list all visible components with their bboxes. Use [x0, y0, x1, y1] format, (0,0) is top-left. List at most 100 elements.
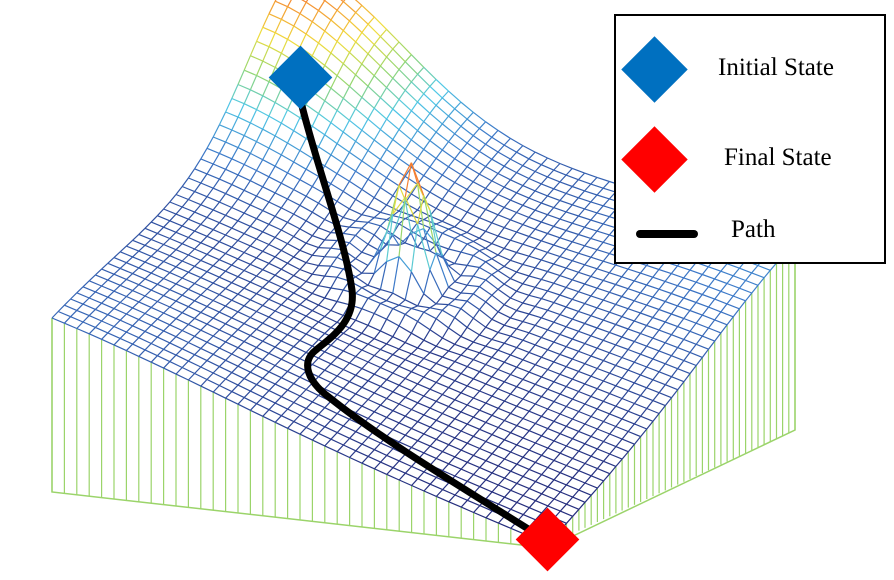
- mesh-segment: [565, 174, 579, 181]
- mesh-segment: [206, 216, 220, 224]
- mesh-segment: [262, 340, 276, 348]
- mesh-segment: [262, 352, 270, 361]
- mesh-segment: [547, 479, 555, 488]
- mesh-segment: [565, 248, 579, 254]
- mesh-segment: [367, 273, 375, 286]
- mesh-segment: [609, 453, 623, 460]
- mesh-segment: [529, 488, 542, 495]
- mesh-segment: [671, 368, 679, 378]
- mesh-segment: [318, 285, 332, 289]
- mesh-segment: [200, 217, 208, 225]
- mesh-segment: [547, 282, 555, 292]
- mesh-segment: [405, 434, 418, 442]
- mesh-segment: [311, 10, 320, 22]
- mesh-segment: [237, 147, 251, 154]
- mesh-segment: [417, 93, 425, 103]
- mesh-segment: [466, 300, 480, 311]
- mesh-segment: [324, 265, 332, 277]
- mesh-segment: [603, 299, 616, 305]
- mesh-segment: [219, 152, 233, 160]
- mesh-segment: [584, 264, 598, 270]
- mesh-segment: [225, 372, 233, 380]
- mesh-segment: [528, 324, 536, 334]
- mesh-segment: [510, 393, 524, 400]
- mesh-segment: [435, 220, 443, 225]
- mesh-segment: [652, 309, 660, 318]
- mesh-segment: [250, 122, 263, 130]
- mesh-segment: [466, 474, 474, 482]
- mesh-segment: [125, 256, 134, 264]
- mesh-segment: [256, 141, 270, 149]
- mesh-segment: [299, 389, 307, 397]
- mesh-segment: [404, 202, 418, 211]
- mesh-segment: [268, 365, 276, 373]
- mesh-segment: [343, 444, 357, 452]
- mesh-segment: [379, 261, 388, 290]
- mesh-segment: [423, 407, 431, 416]
- mesh-segment: [547, 498, 555, 507]
- mesh-segment: [398, 325, 412, 334]
- mesh-segment: [398, 304, 412, 309]
- mesh-segment: [237, 83, 251, 91]
- mesh-segment: [485, 326, 499, 333]
- mesh-segment: [497, 381, 505, 390]
- mesh-segment: [646, 317, 654, 326]
- mesh-segment: [416, 183, 425, 229]
- mesh-segment: [478, 230, 487, 239]
- mesh-segment: [584, 423, 598, 430]
- legend-label-final: Final State: [724, 144, 832, 171]
- mesh-segment: [218, 234, 226, 243]
- mesh-segment: [646, 337, 654, 347]
- mesh-segment: [349, 338, 357, 345]
- mesh-segment: [125, 273, 134, 280]
- mesh-segment: [640, 428, 648, 437]
- mesh-segment: [311, 176, 320, 187]
- mesh-segment: [250, 245, 263, 252]
- mesh-segment: [590, 327, 598, 337]
- mesh-segment: [200, 173, 208, 184]
- mesh-segment: [572, 496, 586, 503]
- mesh-segment: [553, 491, 561, 500]
- mesh-segment: [559, 306, 567, 315]
- mesh-segment: [404, 371, 412, 379]
- mesh-segment: [113, 290, 127, 298]
- mesh-segment: [212, 229, 226, 236]
- mesh-segment: [472, 217, 480, 227]
- mesh-segment: [596, 380, 604, 390]
- mesh-segment: [615, 446, 629, 453]
- mesh-segment: [404, 54, 412, 63]
- mesh-segment: [590, 395, 604, 402]
- mesh-segment: [584, 462, 598, 470]
- mesh-segment: [305, 310, 313, 317]
- mesh-segment: [343, 350, 356, 358]
- mesh-segment: [361, 178, 369, 190]
- mesh-segment: [596, 287, 610, 293]
- mesh-segment: [200, 223, 214, 231]
- mesh-segment: [522, 488, 530, 496]
- mesh-segment: [448, 350, 462, 356]
- mesh-segment: [578, 245, 586, 254]
- mesh-segment: [615, 264, 629, 270]
- mesh-segment: [274, 229, 282, 238]
- mesh-segment: [280, 408, 289, 417]
- mesh-segment: [435, 182, 449, 192]
- mesh-segment: [361, 405, 375, 413]
- mesh-segment: [218, 359, 227, 368]
- mesh-segment: [609, 405, 617, 415]
- mesh-segment: [317, 30, 326, 44]
- mesh-segment: [677, 305, 691, 312]
- mesh-segment: [379, 213, 394, 250]
- mesh-segment: [243, 189, 257, 197]
- mesh-segment: [256, 210, 264, 220]
- blue-diamond-icon: [621, 36, 688, 103]
- mesh-segment: [411, 465, 425, 473]
- mesh-segment: [318, 265, 331, 267]
- mesh-segment: [398, 403, 412, 411]
- mesh-segment: [274, 304, 282, 312]
- mesh-segment: [695, 294, 703, 303]
- mesh-segment: [336, 369, 344, 377]
- mesh-segment: [503, 278, 511, 285]
- mesh-segment: [522, 352, 530, 361]
- mesh-segment: [689, 322, 697, 332]
- mesh-segment: [522, 313, 530, 322]
